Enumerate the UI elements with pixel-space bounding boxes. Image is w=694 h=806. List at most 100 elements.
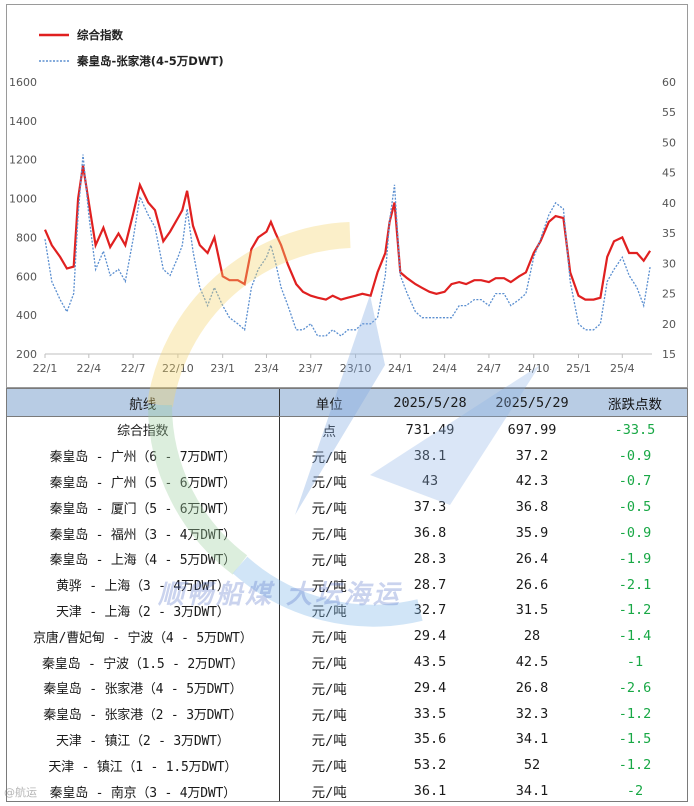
- route-cell: 秦皇岛 - 南京（3 - 4万DWT）: [7, 778, 280, 801]
- price-0528-cell: 731.49: [405, 421, 455, 438]
- table-row: 黄骅 - 上海（3 - 4万DWT） 元/吨 28.7 26.6 -2.1: [7, 571, 687, 598]
- table-row: 秦皇岛 - 南京（3 - 4万DWT） 元/吨 36.1 34.1 -2: [7, 778, 687, 802]
- route-cell: 秦皇岛 - 广州（6 - 7万DWT）: [7, 442, 280, 469]
- x-tick-label: 23/4: [254, 362, 279, 375]
- route-cell: 天津 - 上海（2 - 3万DWT）: [7, 597, 280, 624]
- price-0528-cell: 36.8: [413, 525, 447, 542]
- col-header-change: 涨跌点数: [583, 389, 687, 417]
- table-row: 秦皇岛 - 福州（3 - 4万DWT） 元/吨 36.8 35.9 -0.9: [7, 520, 687, 546]
- change-cell: -2.1: [618, 576, 652, 593]
- table-row: 天津 - 镇江（2 - 3万DWT） 元/吨 35.6 34.1 -1.5: [7, 726, 687, 753]
- x-tick-label: 25/4: [610, 362, 635, 375]
- unit-cell: 元/吨: [311, 552, 347, 569]
- x-tick-label: 24/1: [388, 362, 413, 375]
- change-cell: -1.4: [618, 628, 652, 645]
- y-right-tick-label: 30: [662, 257, 676, 270]
- x-tick-label: 23/10: [340, 362, 372, 375]
- y-left-tick-label: 1000: [9, 193, 37, 206]
- price-0529-cell: 36.8: [515, 499, 549, 516]
- y-left-tick-label: 400: [16, 309, 37, 322]
- y-right-tick-label: 50: [662, 136, 676, 149]
- unit-cell: 元/吨: [311, 733, 347, 750]
- change-cell: -1.9: [618, 550, 652, 567]
- unit-cell: 元/吨: [311, 656, 347, 673]
- route-cell: 秦皇岛 - 福州（3 - 4万DWT）: [7, 520, 280, 546]
- table-row: 秦皇岛 - 宁波（1.5 - 2万DWT） 元/吨 43.5 42.5 -1: [7, 649, 687, 675]
- change-cell: -1.5: [618, 731, 652, 748]
- change-cell: -0.9: [618, 447, 652, 464]
- route-cell: 京唐/曹妃甸 - 宁波（4 - 5万DWT）: [7, 623, 280, 650]
- legend-label: 秦皇岛-张家港(4-5万DWT): [76, 54, 224, 68]
- change-cell: -1.2: [618, 757, 652, 774]
- change-cell: -2: [626, 783, 644, 800]
- unit-cell: 元/吨: [311, 681, 347, 698]
- unit-cell: 元/吨: [311, 707, 347, 724]
- y-right-tick-label: 55: [662, 106, 676, 119]
- table-row: 秦皇岛 - 上海（4 - 5万DWT） 元/吨 28.3 26.4 -1.9: [7, 545, 687, 572]
- col-header-date1: 2025/5/28: [379, 389, 481, 417]
- x-tick-label: 24/7: [477, 362, 502, 375]
- x-tick-label: 22/10: [162, 362, 194, 375]
- route-cell: 综合指数: [7, 416, 280, 443]
- price-0529-cell: 42.3: [515, 473, 549, 490]
- price-0529-cell: 26.6: [515, 576, 549, 593]
- y-left-tick-label: 600: [16, 270, 37, 283]
- route-cell: 黄骅 - 上海（3 - 4万DWT）: [7, 571, 280, 598]
- unit-cell: 元/吨: [311, 785, 347, 802]
- series-line-composite-index: [43, 165, 652, 301]
- table-row: 天津 - 镇江（1 - 1.5万DWT） 元/吨 53.2 52 -1.2: [7, 752, 687, 779]
- table-body: 综合指数 点 731.49 697.99 -33.5 秦皇岛 - 广州（6 - 7万DWT…: [7, 416, 687, 802]
- price-0528-cell: 37.3: [413, 499, 447, 516]
- unit-cell: 元/吨: [311, 604, 347, 621]
- legend-label: 综合指数: [77, 28, 123, 42]
- price-0529-cell: 31.5: [515, 602, 549, 619]
- price-0528-cell: 53.2: [413, 757, 447, 774]
- unit-cell: 元/吨: [311, 578, 347, 595]
- chart-panel: 200 400 600 800 1000 1200 1400 1600 15 20 25 30 35 40…: [6, 4, 688, 388]
- col-header-unit: 单位: [279, 389, 379, 417]
- route-cell: 秦皇岛 - 宁波（1.5 - 2万DWT）: [7, 649, 280, 675]
- table-row: 秦皇岛 - 广州（6 - 7万DWT） 元/吨 38.1 37.2 -0.9: [7, 442, 687, 469]
- x-tick-label: 25/1: [566, 362, 591, 375]
- y-left-tick-label: 200: [16, 348, 37, 361]
- y-right-tick-label: 60: [662, 76, 676, 89]
- route-cell: 秦皇岛 - 厦门（5 - 6万DWT）: [7, 494, 280, 521]
- price-0529-cell: 697.99: [507, 421, 557, 438]
- table-row: 秦皇岛 - 张家港（4 - 5万DWT） 元/吨 29.4 26.8 -2.6: [7, 674, 687, 701]
- change-cell: -0.9: [618, 525, 652, 542]
- table-row: 秦皇岛 - 广州（5 - 6万DWT） 元/吨 43 42.3 -0.7: [7, 468, 687, 495]
- price-0529-cell: 34.1: [515, 731, 549, 748]
- col-header-route: 航线: [7, 389, 280, 417]
- table-row: 秦皇岛 - 厦门（5 - 6万DWT） 元/吨 37.3 36.8 -0.5: [7, 494, 687, 521]
- x-tick-label: 22/1: [33, 362, 58, 375]
- y-right-tick-label: 35: [662, 227, 676, 240]
- x-tick-label: 22/4: [76, 362, 101, 375]
- change-cell: -33.5: [614, 421, 656, 438]
- price-0529-cell: 26.8: [515, 679, 549, 696]
- price-0529-cell: 26.4: [515, 550, 549, 567]
- y-right-tick-label: 25: [662, 288, 676, 301]
- freight-rate-table: 航线 单位 2025/5/28 2025/5/29 涨跌点数 综合指数 点 731.…: [7, 389, 687, 802]
- table-header-row: 航线 单位 2025/5/28 2025/5/29 涨跌点数: [7, 389, 687, 417]
- price-0528-cell: 29.4: [413, 628, 447, 645]
- price-0528-cell: 43.5: [413, 654, 447, 671]
- y-right-tick-label: 15: [662, 348, 676, 361]
- price-0529-cell: 52: [523, 757, 541, 774]
- route-cell: 秦皇岛 - 张家港（4 - 5万DWT）: [7, 674, 280, 701]
- unit-cell: 元/吨: [311, 501, 347, 518]
- unit-cell: 元/吨: [311, 759, 347, 776]
- freight-table-panel: 航线 单位 2025/5/28 2025/5/29 涨跌点数 综合指数 点 731.…: [6, 388, 688, 802]
- price-0528-cell: 28.7: [413, 576, 447, 593]
- y-left-tick-label: 800: [16, 231, 37, 244]
- route-cell: 秦皇岛 - 广州（5 - 6万DWT）: [7, 468, 280, 495]
- y-left-tick-label: 1400: [9, 115, 37, 128]
- line-chart: 200 400 600 800 1000 1200 1400 1600 15 20 25 30 35 40…: [9, 28, 676, 375]
- x-tick-label: 23/1: [210, 362, 235, 375]
- change-cell: -1.2: [618, 602, 652, 619]
- unit-cell: 点: [322, 423, 337, 440]
- table-row-composite: 综合指数 点 731.49 697.99 -33.5: [7, 416, 687, 443]
- col-header-date2: 2025/5/29: [481, 389, 583, 417]
- table-row: 京唐/曹妃甸 - 宁波（4 - 5万DWT） 元/吨 29.4 28 -1.4: [7, 623, 687, 650]
- x-tick-label: 23/7: [298, 362, 323, 375]
- y-right-tick-label: 40: [662, 197, 676, 210]
